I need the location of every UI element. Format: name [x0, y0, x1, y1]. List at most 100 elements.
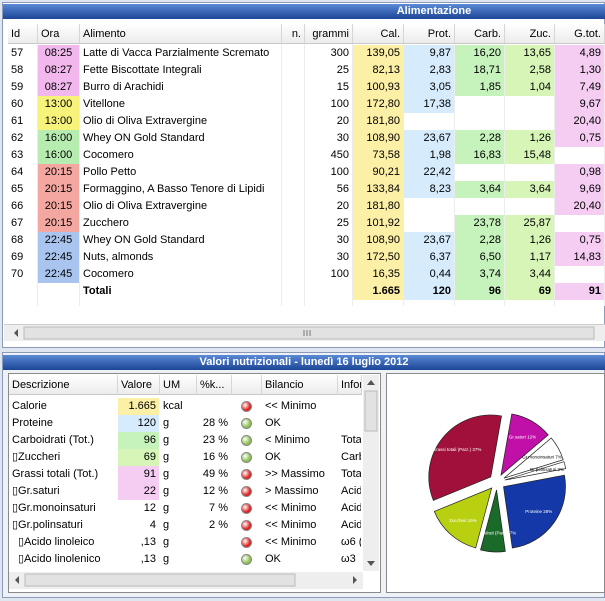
slice-label: Carboidrati (Parz.) 7%: [472, 530, 517, 535]
bilancio-cell: < Minimo: [265, 434, 310, 446]
table-cell: Whey ON Gold Standard: [83, 234, 205, 246]
time-cell: 22:45: [38, 266, 79, 283]
time-cell: 08:27: [38, 62, 79, 79]
table-cell: 1,04: [505, 79, 554, 96]
perc-cell: 2 %: [209, 519, 228, 531]
table-cell: 57: [11, 47, 24, 59]
info-cell: Tota: [341, 434, 361, 446]
status-icon: [241, 401, 252, 412]
table-cell: 60: [11, 98, 24, 110]
status-icon: [241, 469, 252, 480]
table-cell: 67: [11, 217, 24, 229]
pie-slice: [503, 474, 566, 549]
descrizione-cell: ▯Acido linolenico: [18, 553, 101, 565]
v-scrollbar[interactable]: [363, 375, 379, 571]
status-icon: [241, 503, 252, 514]
info-cell: ω6 (: [341, 536, 361, 548]
valore-cell: 120: [118, 415, 159, 432]
bilancio-cell: > Massimo: [265, 485, 319, 497]
table-cell: 1,17: [505, 249, 554, 266]
status-icon: [241, 520, 252, 531]
table-cell: 23,67: [404, 130, 454, 147]
descrizione-cell: ▯Gr.saturi: [12, 485, 60, 497]
table-cell: 101,92: [353, 215, 403, 232]
totals-cell: 69: [505, 283, 554, 300]
um-cell: g: [163, 468, 170, 480]
arrow-left[interactable]: [15, 576, 19, 584]
nutrition-title-bar: Valori nutrizionali - lunedì 16 luglio 2…: [3, 355, 605, 370]
h-scrollbar[interactable]: [4, 324, 605, 341]
time-cell: 20:15: [38, 215, 79, 232]
table-cell: 68: [11, 234, 24, 246]
time-cell: 20:15: [38, 164, 79, 181]
totals-label: Totali: [83, 285, 112, 297]
arrow-right[interactable]: [353, 576, 357, 584]
column-header: Valore: [118, 375, 160, 395]
table-cell: 82,13: [353, 62, 403, 79]
column-header: G.tot.: [555, 24, 605, 44]
table-cell: 66: [11, 200, 24, 212]
totals-cell: 96: [455, 283, 504, 300]
table-cell: 3,64: [505, 181, 554, 198]
table-cell: 25,87: [505, 215, 554, 232]
table-cell: 1,85: [455, 79, 504, 96]
table-cell: 450: [330, 149, 349, 161]
bilancio-cell: << Minimo: [265, 536, 317, 548]
column-header: grammi: [305, 24, 353, 44]
scrollbar-icons: [14, 326, 595, 340]
status-icon: [241, 435, 252, 446]
time-cell: 08:27: [38, 79, 79, 96]
table-cell: 20: [336, 200, 349, 212]
arrow-left[interactable]: [14, 329, 18, 337]
table-cell: 59: [11, 81, 24, 93]
column-header: n.: [282, 24, 305, 44]
scroll-thumb[interactable]: [23, 326, 595, 340]
um-cell: g: [163, 417, 170, 429]
table-cell: 1,26: [505, 130, 554, 147]
um-cell: g: [163, 451, 170, 463]
h-scrollbar-2[interactable]: [9, 572, 363, 589]
arrow-down[interactable]: [367, 561, 375, 566]
table-cell: 2,28: [455, 130, 504, 147]
table-cell: 61: [11, 115, 24, 127]
column-header: [232, 375, 262, 395]
status-icon: [241, 418, 252, 429]
table-cell: 3,64: [455, 181, 504, 198]
info-cell: Tota: [341, 468, 361, 480]
valore-cell: 96: [118, 432, 159, 449]
table-cell: Olio di Oliva Extravergine: [83, 115, 208, 127]
um-cell: g: [163, 536, 170, 548]
table-cell: 8,23: [404, 181, 454, 198]
table-cell: 100: [330, 98, 349, 110]
table-cell: 0,98: [555, 164, 604, 181]
table-cell: 22,42: [404, 164, 454, 181]
scroll-thumb[interactable]: [364, 390, 378, 432]
table-cell: 1,30: [555, 62, 604, 79]
table-cell: 15,48: [505, 147, 554, 164]
column-line: [352, 44, 353, 306]
table-cell: 9,87: [404, 45, 454, 62]
table-cell: Whey ON Gold Standard: [83, 132, 205, 144]
bilancio-cell: OK: [265, 451, 281, 463]
time-cell: 20:15: [38, 181, 79, 198]
bilancio-cell: << Minimo: [265, 400, 317, 412]
um-cell: g: [163, 434, 170, 446]
slice-label: Grassi totali (Parz.) 37%: [433, 447, 482, 452]
table-cell: 108,90: [353, 130, 403, 147]
table-cell: 18,71: [455, 62, 504, 79]
valore-cell: 12: [143, 502, 156, 514]
table-cell: 108,90: [353, 232, 403, 249]
table-cell: 2,83: [404, 62, 454, 79]
perc-cell: 12 %: [202, 485, 228, 497]
table-cell: 6,50: [455, 249, 504, 266]
table-cell: 23,78: [455, 215, 504, 232]
scroll-icons-2: [15, 573, 357, 587]
info-cell: Acid: [341, 519, 361, 531]
scroll-thumb[interactable]: [24, 573, 296, 587]
pie-slice: [428, 414, 502, 501]
bilancio-cell: << Minimo: [265, 502, 317, 514]
arrow-up[interactable]: [367, 380, 375, 385]
table-cell: 0,75: [555, 130, 604, 147]
table-cell: 63: [11, 149, 24, 161]
status-icon: [241, 554, 252, 565]
